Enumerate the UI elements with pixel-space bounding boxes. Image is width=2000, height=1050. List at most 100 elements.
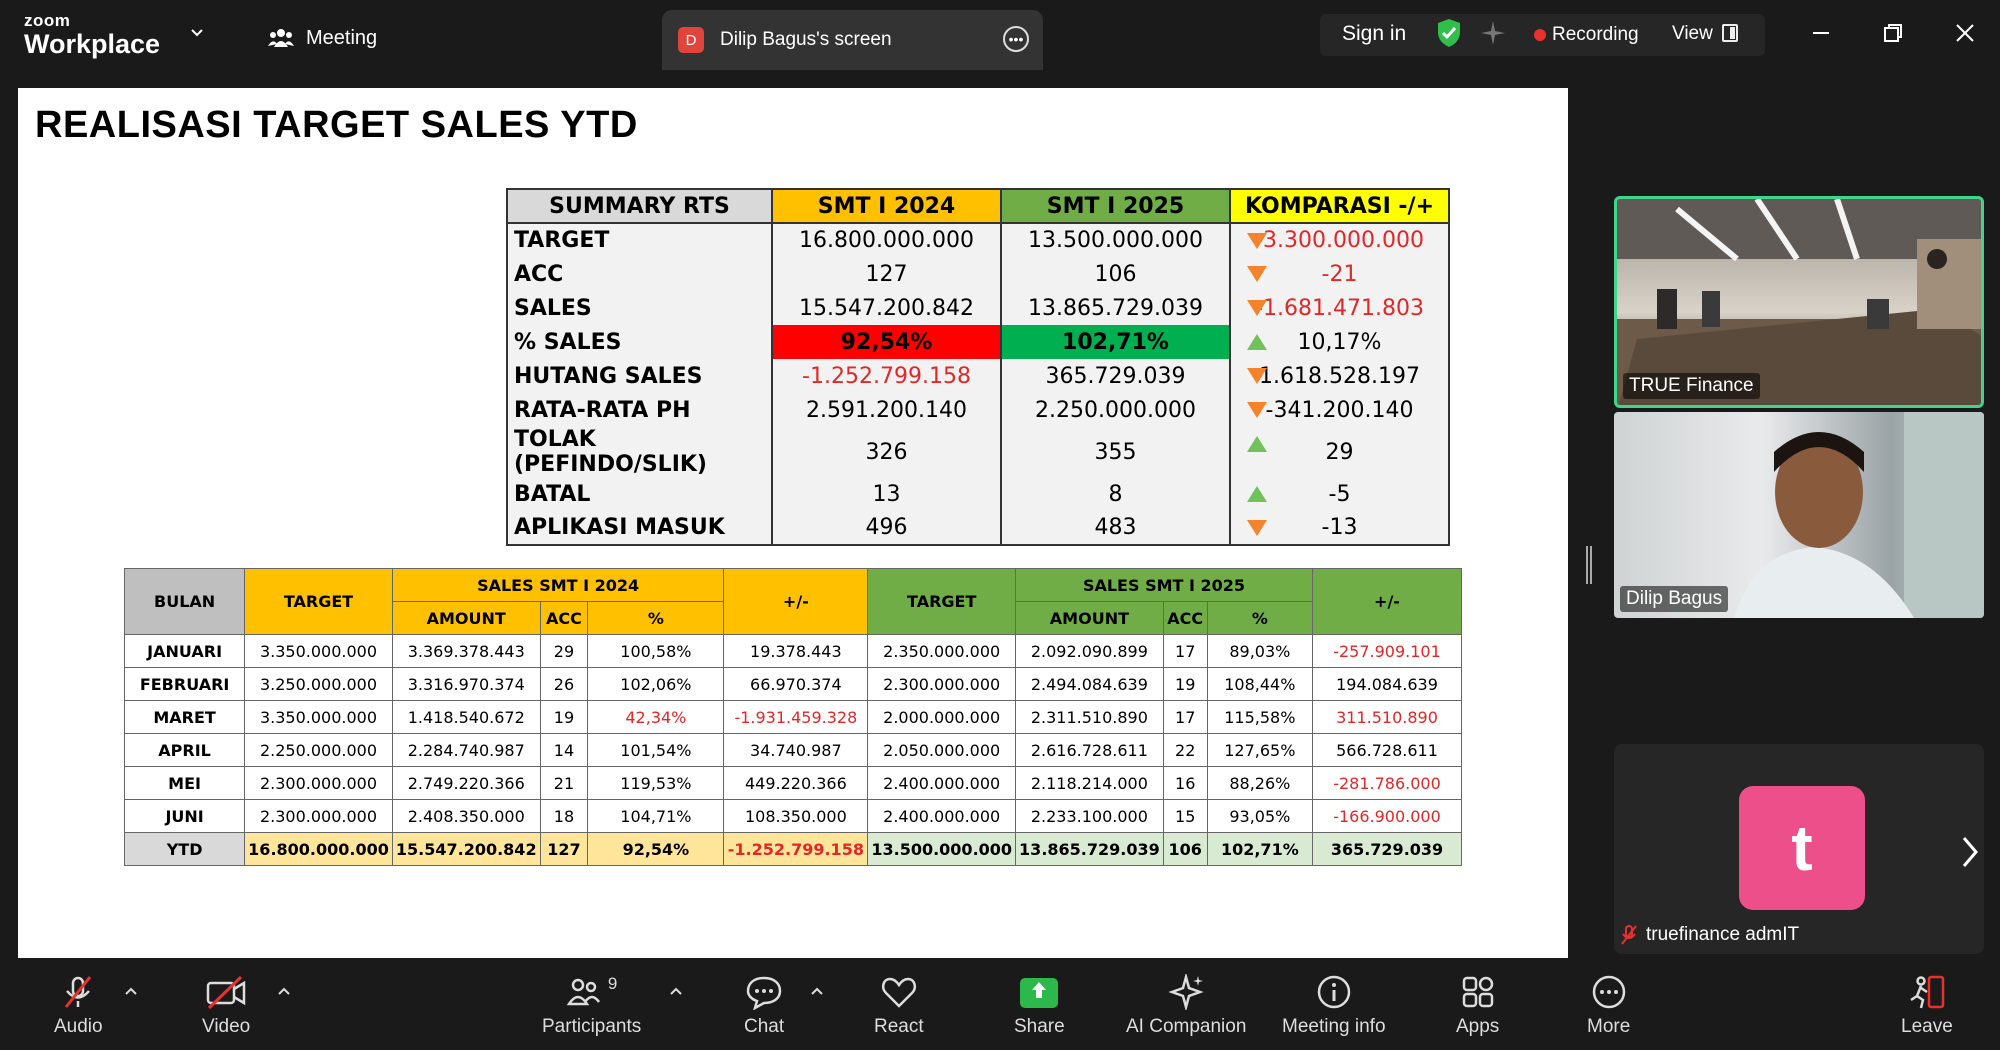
leave-icon [1910,975,1945,1009]
triangle-down-icon [1247,233,1267,249]
cell-diff-2024: 34.740.987 [723,733,869,767]
shield-check-icon[interactable] [1436,18,1462,48]
summary-value-2025-text: 13.500.000.000 [1028,228,1203,253]
ai-sparkle-icon[interactable] [1480,20,1506,46]
summary-value-2024-text: 326 [865,439,908,465]
summary-comparison: -21 [1229,257,1450,291]
react-button[interactable]: React [874,974,924,1038]
cell-pct-2025: 108,44% [1206,667,1313,701]
summary-value-2025-text: 483 [1094,515,1137,540]
more-options-icon[interactable]: ••• [1003,26,1029,52]
chevron-up-icon[interactable] [669,986,683,996]
cell-diff-2025: -257.909.101 [1311,634,1463,668]
participants-icon [566,978,600,1006]
cell-amount-2024: 1.418.540.672 [391,700,541,734]
cell-pct-2024: 100,58% [587,634,725,668]
cell-pct-2025: 115,58% [1206,700,1313,734]
minimize-icon[interactable] [1810,22,1832,44]
participants-button[interactable]: 9 Participants [542,974,641,1038]
share-label: Share [1014,1016,1065,1037]
sign-in-link[interactable]: Sign in [1342,22,1407,45]
cell-pct-2025: 93,05% [1206,799,1313,833]
summary-value-2024: 2.591.200.140 [771,393,1002,427]
chat-button[interactable]: Chat [744,974,784,1038]
cell-target-2025: 2.000.000.000 [867,700,1017,734]
header-sales-2025: SALES SMT I 2025 [1015,568,1313,602]
cell-target-2025: 2.400.000.000 [867,766,1017,800]
video-off-icon [206,975,246,1010]
summary-value-2024: 13 [771,477,1002,511]
chevron-up-icon[interactable] [277,986,291,996]
bottom-toolbar [0,960,2000,1050]
participants-icon [268,29,294,47]
audio-label: Audio [54,1016,103,1037]
video-tile-dilip-bagus[interactable]: Dilip Bagus [1614,412,1984,618]
recording-label[interactable]: Recording [1552,24,1639,45]
chevron-up-icon[interactable] [124,986,138,996]
header-sales-2024: SALES SMT I 2024 [391,568,725,602]
video-button[interactable]: Video [202,974,250,1038]
chevron-right-icon[interactable] [1960,832,1980,872]
summary-value-2025-text: 2.250.000.000 [1035,397,1196,423]
cell-amount-2025: 13.865.729.039 [1015,832,1164,866]
table-row: FEBRUARI 3.250.000.000 3.316.970.374 26 102,… [123,667,1463,701]
slide-title: REALISASI TARGET SALES YTD [35,104,638,146]
close-icon[interactable] [1954,22,1976,44]
summary-row: RATA-RATA PH 2.591.200.140 2.250.000.000 -3… [506,393,1450,427]
chevron-down-icon[interactable] [190,26,204,40]
cell-acc-2024: 127 [539,832,589,866]
summary-value-2024-text: 16.800.000.000 [799,228,974,253]
more-icon [1592,975,1625,1009]
summary-value-2024: 127 [771,257,1002,291]
cell-month: FEBRUARI [123,667,246,701]
apps-button[interactable]: Apps [1456,974,1499,1038]
summary-comparison-text: -3.300.000.000 [1255,228,1424,253]
header-amount-2025: AMOUNT [1015,601,1164,635]
muted-mic-icon [65,976,92,1008]
heart-icon [881,977,916,1008]
summary-value-2024: 496 [771,511,1002,546]
view-layout-icon[interactable] [1722,24,1738,42]
more-button[interactable]: More [1587,974,1630,1038]
meeting-menu-button[interactable]: Meeting [268,22,377,54]
apps-icon [1462,976,1493,1008]
summary-row: APLIKASI MASUK 496 483 -13 [506,511,1450,546]
video-tile-truefinance-admit[interactable]: t truefinance admIT [1614,744,1984,954]
screen-tab-label: Dilip Bagus's screen [720,29,892,50]
summary-table: SUMMARY RTS SMT I 2024 SMT I 2025 KOMPAR… [506,188,1450,546]
header-target-2024: TARGET [244,568,393,635]
meeting-info-button[interactable]: Meeting info [1282,974,1386,1038]
summary-row: HUTANG SALES -1.252.799.158 365.729.039 1.6… [506,359,1450,393]
more-label: More [1587,1016,1631,1037]
summary-row: TARGET 16.800.000.000 13.500.000.000 -3.300… [506,223,1450,257]
audio-button[interactable]: Audio [54,974,103,1038]
summary-value-2025-text: 13.865.729.039 [1028,295,1203,321]
ai-companion-button[interactable]: AI Companion [1126,974,1246,1038]
summary-value-2025-text: 106 [1094,261,1137,287]
cell-acc-2024: 21 [539,766,589,800]
chevron-up-icon[interactable] [810,986,824,996]
panel-resize-handle[interactable] [1586,546,1592,584]
participant-name: truefinance admIT [1646,924,1800,945]
cell-acc-2025: 19 [1162,667,1208,701]
leave-button[interactable]: Leave [1901,974,1953,1038]
triangle-down-icon [1247,368,1267,384]
cell-amount-2025: 2.311.510.890 [1015,700,1164,734]
cell-pct-2024: 102,06% [587,667,725,701]
summary-label-text: TOLAK (PEFINDO/SLIK) [514,427,707,477]
summary-value-2025-text: 102,71% [1062,329,1169,355]
summary-comparison-text: 10,17% [1297,329,1382,355]
cell-month: JUNI [123,799,246,833]
screen-share-tab[interactable]: D Dilip Bagus's screen ••• [662,10,1043,70]
meeting-info-label: Meeting info [1282,1016,1386,1037]
summary-comparison: 29 [1229,427,1450,477]
cell-target-2024: 3.350.000.000 [244,700,393,734]
restore-icon[interactable] [1882,22,1904,44]
triangle-up-icon [1247,486,1267,502]
share-button[interactable]: Share [1014,974,1065,1038]
video-tile-true-finance[interactable]: TRUE Finance [1614,196,1984,408]
shared-screen: REALISASI TARGET SALES YTD SUMMARY RTS S… [18,88,1568,958]
summary-label: TARGET [506,223,773,257]
participants-count: 9 [607,974,618,993]
view-button-label[interactable]: View [1672,23,1713,44]
